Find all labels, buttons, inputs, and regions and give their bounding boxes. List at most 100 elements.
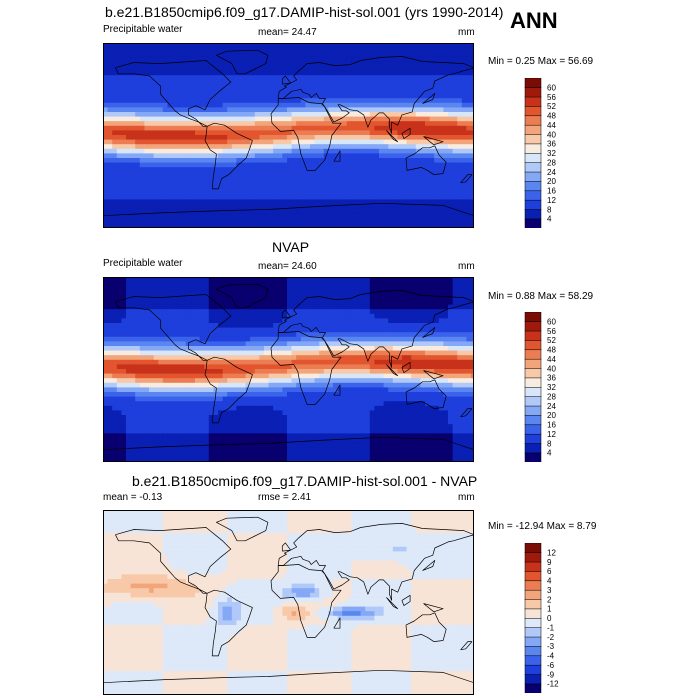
field-cell <box>300 222 306 228</box>
field-cell <box>314 158 320 163</box>
field-cell <box>172 213 177 219</box>
field-cell <box>218 217 223 223</box>
field-cell <box>457 336 463 342</box>
field-cell <box>310 350 315 356</box>
field-cell <box>162 139 168 145</box>
field-cell <box>448 89 453 94</box>
field-cell <box>323 66 329 71</box>
field-cell <box>337 125 343 131</box>
field-cell <box>204 139 210 145</box>
field-cell <box>190 116 196 122</box>
field-cell <box>259 158 265 163</box>
field-cell <box>277 341 283 347</box>
field-cell <box>406 300 412 305</box>
field-cell <box>231 336 237 342</box>
field-cell <box>208 93 214 99</box>
field-cell <box>287 277 292 282</box>
field-cell <box>388 281 394 287</box>
field-cell <box>153 61 159 67</box>
field-cell <box>218 61 223 67</box>
field-cell <box>448 346 453 351</box>
field-cell <box>429 158 435 163</box>
field-cell <box>144 318 150 324</box>
field-cell <box>282 98 288 104</box>
field-cell <box>296 332 302 338</box>
field-cell <box>397 332 403 338</box>
field-cell <box>213 167 219 173</box>
field-cell <box>305 130 311 136</box>
field-cell <box>287 341 292 347</box>
field-cell <box>328 355 334 361</box>
field-cell <box>448 171 453 177</box>
field-cell <box>241 171 246 177</box>
field-cell <box>218 43 223 48</box>
field-cell <box>254 181 260 186</box>
field-cell <box>264 304 269 310</box>
field-cell <box>103 75 108 81</box>
field-cell <box>103 318 108 324</box>
field-cell <box>342 199 348 205</box>
field-cell <box>222 93 228 99</box>
field-cell <box>466 194 472 200</box>
field-cell <box>264 309 269 315</box>
field-cell <box>130 89 136 94</box>
field-cell <box>162 102 168 108</box>
field-cell <box>135 213 141 219</box>
field-cell <box>369 153 375 159</box>
field-cell <box>273 102 279 108</box>
field-cell <box>438 171 444 177</box>
field-cell <box>383 61 389 67</box>
field-cell <box>374 171 380 177</box>
field-cell <box>250 194 256 200</box>
field-cell <box>319 364 325 370</box>
field-cell <box>291 300 297 305</box>
field-cell <box>218 70 223 76</box>
field-cell <box>448 194 453 200</box>
field-cell <box>457 286 463 292</box>
field-cell <box>388 148 394 154</box>
field-cell <box>402 309 407 315</box>
field-cell <box>379 56 384 62</box>
field-cell <box>259 112 265 117</box>
field-cell <box>305 66 311 71</box>
field-cell <box>392 290 398 296</box>
field-cell <box>448 190 453 196</box>
field-cell <box>438 364 444 370</box>
field-cell <box>379 89 384 94</box>
field-cell <box>360 217 366 223</box>
field-cell <box>471 332 474 338</box>
field-cell <box>356 125 361 131</box>
field-cell <box>291 98 297 104</box>
field-cell <box>448 364 453 370</box>
field-cell <box>448 309 453 315</box>
field-cell <box>466 185 472 191</box>
field-cell <box>264 213 269 219</box>
field-cell <box>310 190 315 196</box>
field-cell <box>342 213 348 219</box>
field-cell <box>314 148 320 154</box>
field-cell <box>466 47 472 53</box>
field-cell <box>402 148 407 154</box>
field-cell <box>204 181 210 186</box>
field-cell <box>388 208 394 214</box>
field-cell <box>351 47 357 53</box>
field-cell <box>448 359 453 365</box>
field-cell <box>149 107 154 113</box>
field-cell <box>392 153 398 159</box>
field-cell <box>208 194 214 200</box>
field-cell <box>314 309 320 315</box>
field-cell <box>126 139 131 145</box>
field-cell <box>213 327 219 333</box>
field-cell <box>383 66 389 71</box>
field-cell <box>277 176 283 182</box>
field-cell <box>369 107 375 113</box>
field-cell <box>259 277 265 282</box>
field-cell <box>296 125 302 131</box>
field-cell <box>434 277 440 282</box>
field-cell <box>328 121 334 127</box>
field-cell <box>406 56 412 62</box>
field-cell <box>135 98 141 104</box>
field-cell <box>452 323 458 328</box>
field-cell <box>116 153 122 159</box>
field-cell <box>296 144 302 150</box>
